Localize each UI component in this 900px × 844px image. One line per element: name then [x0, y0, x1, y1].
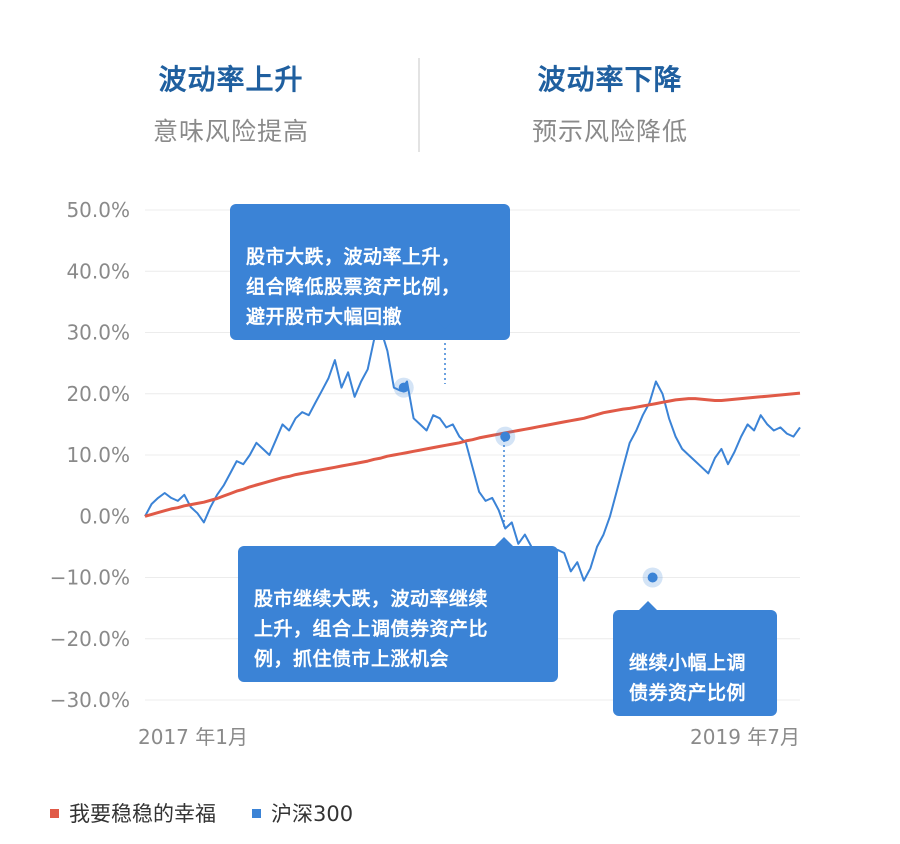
header-left-title: 波动率上升: [158, 63, 304, 96]
legend-label-fund: 我要稳稳的幸福: [69, 802, 216, 826]
header-left: 波动率上升 意味风险提高: [81, 58, 381, 148]
chart-legend: 我要稳稳的幸福 沪深300: [50, 798, 389, 828]
callout-2-text: 股市继续大跌，波动率继续 上升，组合上调债券资产比 例，抓住债市上涨机会: [254, 588, 489, 670]
callout-3-pointer: [638, 601, 658, 611]
chart-series: [144, 328, 801, 582]
y-tick-label: −30.0%: [50, 688, 130, 712]
callout-2-pointer: [494, 537, 514, 547]
callout-1-pointer: [435, 319, 455, 329]
callout-leader-lines: [444, 338, 505, 528]
y-tick-label: 10.0%: [66, 443, 130, 467]
header-divider: [418, 58, 420, 152]
y-tick-label: −10.0%: [50, 566, 130, 590]
y-tick-label: 30.0%: [66, 321, 130, 345]
legend-item-fund: 我要稳稳的幸福: [50, 798, 216, 828]
x-tick-start: 2017 年1月: [138, 725, 248, 749]
callout-3-text: 继续小幅上调 债券资产比例: [629, 652, 747, 704]
x-tick-end: 2019 年7月: [690, 725, 800, 749]
y-tick-label: 50.0%: [66, 198, 130, 222]
legend-swatch-csi300: [252, 808, 261, 818]
series-line-csi300: [144, 328, 801, 582]
marker-point: [500, 431, 511, 442]
legend-label-csi300: 沪深300: [271, 802, 354, 826]
marker-point: [398, 382, 409, 393]
y-tick-label: −20.0%: [50, 627, 130, 651]
series-line-fund: [144, 391, 801, 518]
header-left-subtitle: 意味风险提高: [152, 117, 309, 146]
header-right-title: 波动率下降: [537, 63, 683, 96]
y-tick-label: 40.0%: [66, 259, 130, 283]
legend-swatch-fund: [50, 808, 59, 818]
callout-2: 股市继续大跌，波动率继续 上升，组合上调债券资产比 例，抓住债市上涨机会: [238, 546, 558, 682]
callout-3: 继续小幅上调 债券资产比例: [613, 610, 777, 716]
legend-item-csi300: 沪深300: [252, 798, 353, 828]
header-right: 波动率下降 预示风险降低: [460, 58, 760, 148]
y-tick-label: 0.0%: [79, 504, 130, 528]
y-tick-label: 20.0%: [66, 382, 130, 406]
marker-point: [647, 572, 658, 583]
callout-1: 股市大跌，波动率上升， 组合降低股票资产比例， 避开股市大幅回撤: [230, 204, 510, 340]
header-right-subtitle: 预示风险降低: [531, 117, 688, 146]
callout-1-text: 股市大跌，波动率上升， 组合降低股票资产比例， 避开股市大幅回撤: [246, 246, 461, 328]
x-axis-ticks: 2017 年1月 2019 年7月: [138, 725, 800, 749]
chart-markers: [393, 377, 663, 588]
y-axis-ticks: 50.0% 40.0% 30.0% 20.0% 10.0% 0.0% −10.0% −20.0…: [50, 198, 130, 712]
